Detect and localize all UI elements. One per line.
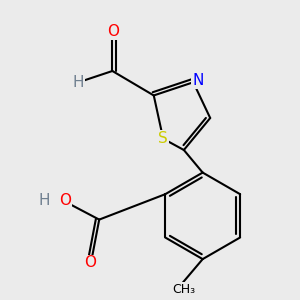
Text: H: H bbox=[38, 193, 50, 208]
Text: O: O bbox=[59, 193, 71, 208]
Text: CH₃: CH₃ bbox=[172, 283, 195, 296]
Text: H: H bbox=[73, 75, 84, 90]
Text: N: N bbox=[192, 73, 203, 88]
Text: S: S bbox=[158, 131, 168, 146]
Text: O: O bbox=[84, 255, 96, 270]
Text: O: O bbox=[107, 24, 119, 39]
